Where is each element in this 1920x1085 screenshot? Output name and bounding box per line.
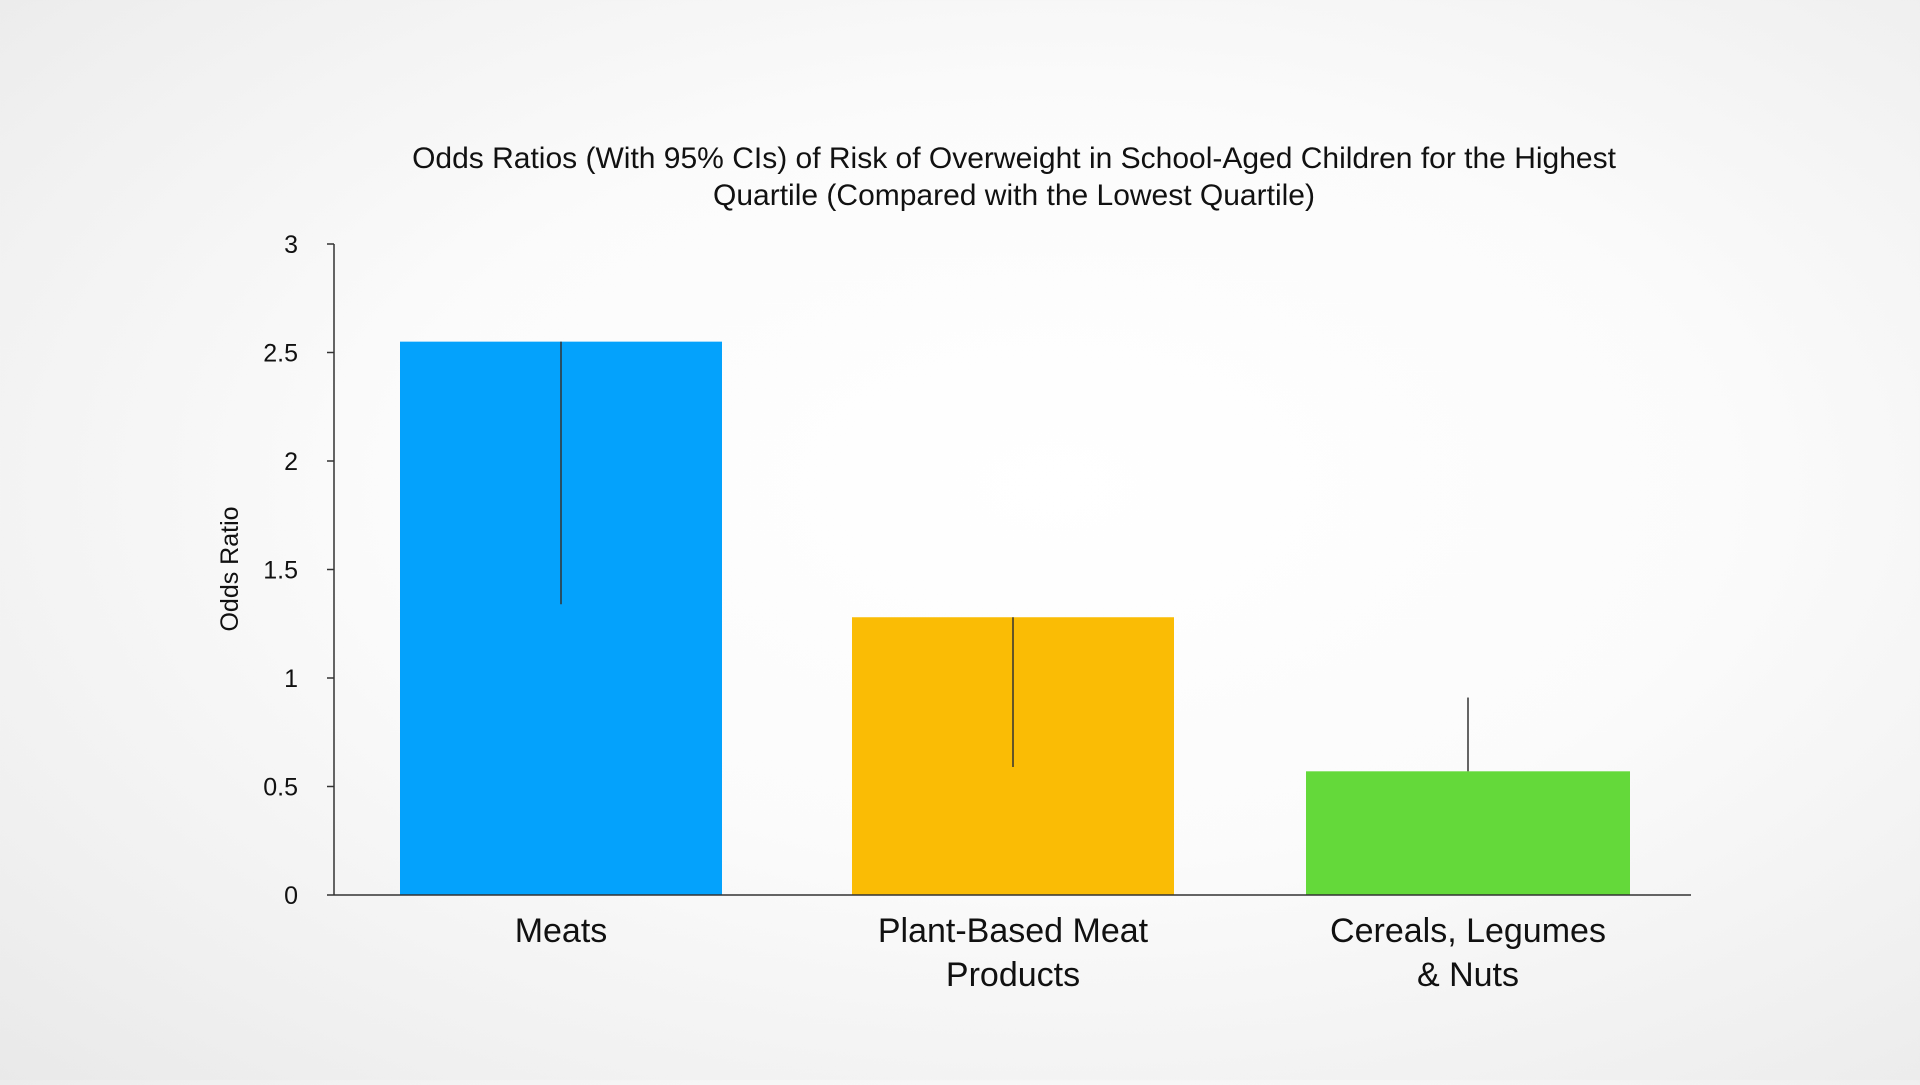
x-category-label: Cereals, Legumes xyxy=(1330,912,1606,950)
y-tick-label: 1.5 xyxy=(263,557,298,585)
x-category-label: Products xyxy=(946,956,1080,994)
chart-title: Odds Ratios (With 95% CIs) of Risk of Ov… xyxy=(412,142,1617,212)
x-category-label: Meats xyxy=(515,912,608,950)
y-tick-label: 3 xyxy=(284,231,298,259)
chart-title-line: Quartile (Compared with the Lowest Quart… xyxy=(713,179,1315,212)
error-bars xyxy=(560,341,1469,772)
y-tick-label: 2 xyxy=(284,448,298,476)
bar xyxy=(1306,771,1630,895)
x-category-label: & Nuts xyxy=(1417,956,1519,994)
y-axis-label: Odds Ratio xyxy=(216,506,244,631)
y-axis-label-group: Odds Ratio xyxy=(216,506,244,631)
x-category-label: Plant-Based Meat xyxy=(878,912,1149,950)
bars xyxy=(400,341,1630,895)
y-tick-label: 1 xyxy=(284,665,298,693)
y-tick-label: 0 xyxy=(284,882,298,910)
y-tick-label: 2.5 xyxy=(263,340,298,368)
y-tick-label: 0.5 xyxy=(263,774,298,802)
chart-title-line: Odds Ratios (With 95% CIs) of Risk of Ov… xyxy=(412,142,1617,175)
x-axis: Meats Plant-Based Meat Products Cereals, Le… xyxy=(334,894,1691,994)
y-axis: 0 0.5 1 1.5 2 2.5 3 xyxy=(263,231,335,910)
